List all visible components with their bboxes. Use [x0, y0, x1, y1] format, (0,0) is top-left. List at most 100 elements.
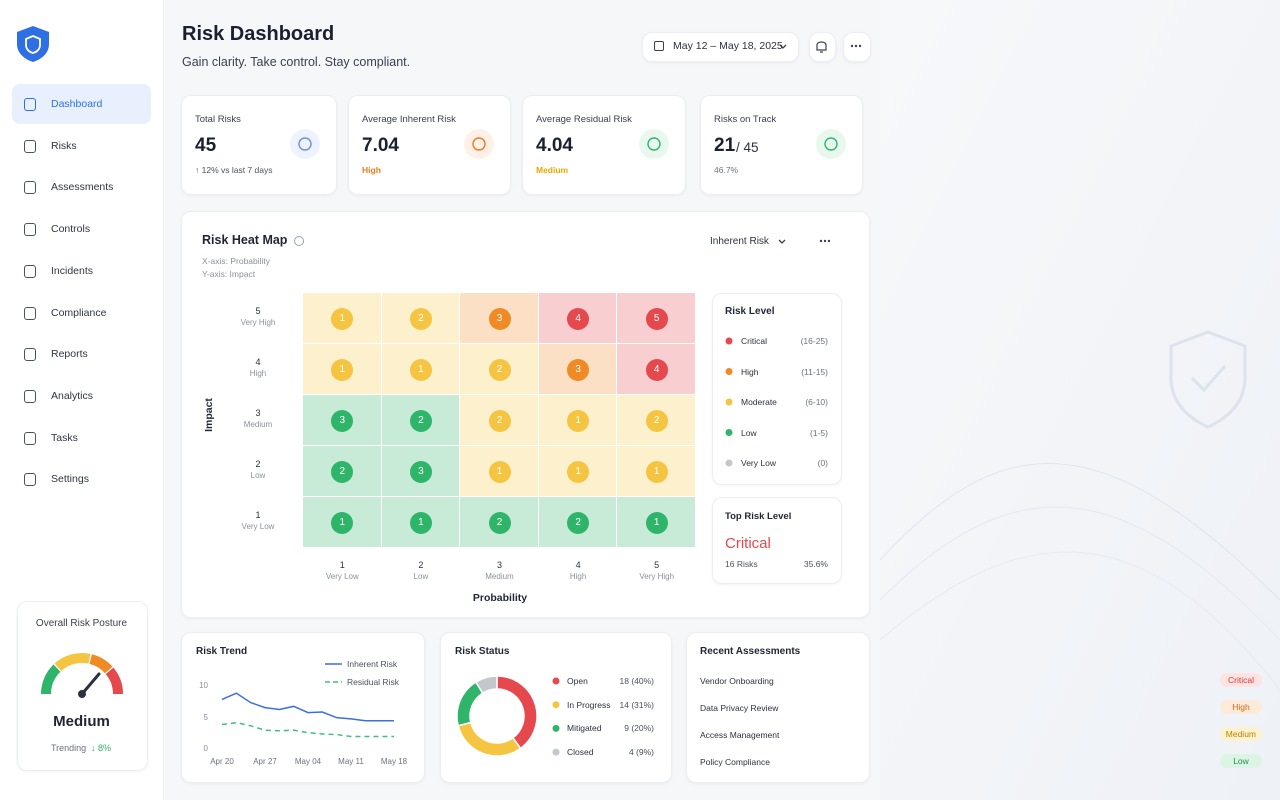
date-button[interactable] [642, 32, 799, 62]
nav-item[interactable]: Analytics [51, 389, 94, 402]
y-level: 4 [255, 356, 261, 367]
x-level: 3 [496, 560, 502, 570]
posture-level: Medium [53, 713, 110, 730]
kpi-label: Risks on Track [714, 114, 777, 125]
y-level-label: Very Low [241, 521, 275, 531]
heat-count: 2 [645, 409, 668, 432]
legend-label: Closed [567, 747, 594, 758]
top-risk-card [712, 497, 842, 584]
x-tick-label: May 11 [338, 757, 364, 766]
nav-item[interactable]: Incidents [51, 264, 94, 277]
nav-item[interactable]: Reports [51, 348, 88, 361]
y-level-label: High [249, 368, 267, 378]
x-level-label: Very High [639, 572, 675, 581]
posture-title: Overall Risk Posture [35, 618, 128, 629]
heat-count: 1 [409, 358, 432, 381]
date-range[interactable]: May 12 – May 18, 2025 [673, 40, 783, 52]
nav-item[interactable]: Controls [51, 223, 91, 236]
x-tick-label: May 18 [380, 757, 408, 766]
kpi-note: Medium [536, 165, 569, 175]
posture-trend-label: Trending [51, 743, 87, 753]
kpi-value: 45 [195, 135, 217, 156]
assessment-name[interactable]: Access Management [700, 730, 780, 740]
x-level-label: Low [413, 572, 429, 581]
assessment-level: Medium [1219, 727, 1262, 741]
nav-item[interactable]: Assessments [51, 181, 114, 194]
top-risk-share: 35.6% [803, 559, 828, 569]
assessment-name[interactable]: Policy Compliance [700, 757, 770, 767]
legend-name: Critical [741, 336, 767, 346]
x-axis-label: Probability [472, 592, 528, 604]
nav-icon [24, 348, 36, 362]
legend-name: Very Low [741, 458, 776, 468]
x-level-label: Medium [485, 572, 514, 581]
heat-count: 3 [488, 307, 511, 330]
legend-label: Mitigated [567, 723, 602, 734]
y-level: 3 [255, 407, 261, 418]
value-label: 14 (31%) [619, 699, 655, 710]
legend-name: Low [741, 427, 757, 438]
y-axis-label: Impact [203, 398, 215, 432]
calendar-icon [654, 41, 664, 51]
nav-icon [24, 98, 36, 111]
heat-count: 1 [331, 511, 354, 534]
nav-item[interactable]: Risks [51, 139, 77, 152]
card-title: Recent Assessments [700, 646, 801, 657]
nav-item[interactable]: Tasks [51, 431, 78, 444]
wave [879, 506, 1280, 641]
legend-name: High [741, 366, 759, 377]
logo-mark [25, 35, 41, 54]
nav-icon [24, 264, 36, 278]
nav-icon [24, 306, 36, 320]
top-risk-level: Critical [725, 535, 771, 552]
risk-level-title: Risk Level [725, 306, 775, 317]
legend-label: In Progress [567, 699, 611, 710]
legend-label: Inherent Risk [347, 659, 398, 669]
assessment-name[interactable]: Data Privacy Review [700, 703, 779, 713]
kpi-value: 7.04 [362, 135, 399, 156]
legend-range: (16-25) [800, 336, 828, 346]
nav-icon [24, 139, 36, 153]
x-level: 5 [654, 560, 660, 570]
heat-count: 2 [567, 511, 590, 534]
y-level: 5 [255, 305, 261, 316]
top-risk-title: Top Risk Level [725, 511, 792, 522]
side-backdrop [880, 0, 1280, 800]
heat-count: 2 [409, 307, 432, 330]
legend-range: (0) [817, 458, 828, 468]
nav-item[interactable]: Dashboard [51, 98, 103, 110]
x-level: 1 [339, 560, 345, 570]
risk-level-card [712, 293, 842, 485]
nav-icon [24, 473, 36, 487]
more-button[interactable] [843, 32, 871, 62]
value-label: 4 (9%) [628, 747, 654, 758]
check-decoration [1190, 365, 1227, 393]
wave [879, 551, 1280, 691]
selector-label[interactable]: Inherent Risk [710, 236, 769, 247]
legend-label: Residual Risk [347, 677, 399, 687]
heat-count: 4 [645, 358, 668, 381]
kpi-value: 4.04 [536, 135, 573, 156]
y-tick-label: 5 [203, 712, 208, 722]
top-risk-count: 16 Risks [725, 559, 758, 569]
notifications-button[interactable] [809, 32, 836, 62]
heat-count: 1 [645, 511, 668, 534]
heat-count: 2 [409, 409, 432, 432]
heat-count: 1 [409, 511, 432, 534]
assessment-name[interactable]: Vendor Onboarding [700, 676, 774, 686]
recent-assessments-card [686, 632, 870, 783]
page-subtitle: Gain clarity. Take control. Stay complia… [182, 55, 411, 69]
kpi-label: Total Risks [195, 114, 241, 125]
value-label: 9 (20%) [624, 723, 654, 734]
assessment-level: High [1220, 700, 1262, 714]
y-level-label: Very High [240, 317, 276, 327]
x-tick-label: Apr 27 [253, 757, 277, 766]
nav-item[interactable]: Settings [51, 473, 89, 486]
x-level: 4 [575, 560, 581, 570]
heat-count: 1 [331, 358, 354, 381]
heat-count: 3 [331, 409, 354, 432]
nav-item[interactable]: Compliance [51, 306, 107, 319]
heat-map-title: Risk Heat Map [202, 233, 288, 247]
y-axis-note: Y-axis: Impact [202, 269, 256, 279]
